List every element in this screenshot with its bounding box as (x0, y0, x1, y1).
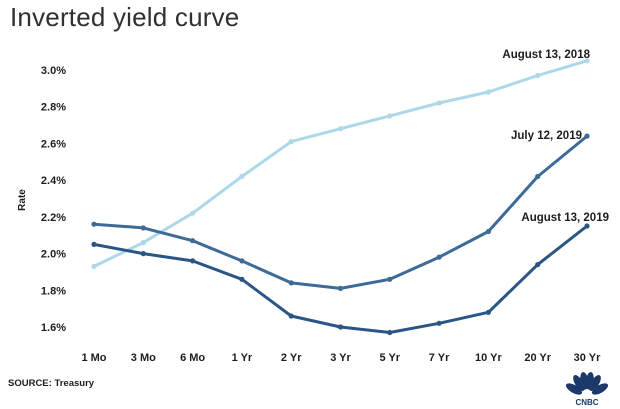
data-point (387, 113, 393, 119)
x-tick-label: 2 Yr (281, 352, 302, 364)
x-tick-label: 1 Mo (81, 352, 106, 364)
series-line (92, 224, 589, 334)
y-tick-label: 2.8% (41, 102, 66, 114)
data-point (190, 258, 196, 264)
x-tick-label: 30 Yr (574, 352, 601, 364)
series-label: August 13, 2018 (502, 49, 590, 61)
data-point (140, 251, 146, 257)
data-point (190, 210, 196, 216)
series-line (92, 134, 589, 290)
data-point (485, 228, 491, 235)
svg-text:CNBC: CNBC (575, 398, 598, 406)
y-tick-label: 2.2% (41, 212, 66, 224)
cnbc-peacock-logo: CNBC (565, 372, 609, 406)
series-lines (92, 59, 589, 334)
y-tick-label: 3.0% (41, 65, 66, 77)
x-tick-label: 3 Yr (330, 352, 351, 364)
y-tick-label: 1.8% (41, 285, 66, 297)
y-tick-label: 2.4% (41, 175, 66, 187)
data-point (91, 221, 97, 227)
data-point (436, 100, 442, 106)
series-label: August 13, 2019 (521, 212, 609, 224)
y-tick-label: 2.6% (41, 138, 66, 150)
series-label: July 12, 2019 (511, 130, 582, 142)
data-point (584, 223, 590, 229)
series-labels: August 13, 2018 July 12, 2019 August 13, 2… (502, 49, 609, 224)
data-point (288, 139, 294, 145)
data-point (239, 173, 245, 180)
x-tick-label: 10 Yr (475, 352, 502, 364)
data-point (91, 241, 97, 247)
y-tick-labels: 1.6% 1.8% 2.0% 2.2% 2.4% 2.6% 2.8% 3.0% (41, 65, 66, 334)
data-point (485, 309, 491, 315)
data-point (239, 276, 245, 282)
data-point (337, 324, 344, 330)
data-point (436, 320, 442, 326)
data-point (337, 126, 344, 132)
x-tick-label: 3 Mo (131, 352, 156, 364)
data-point (485, 89, 491, 95)
data-point (535, 173, 541, 180)
data-point (387, 329, 393, 336)
x-tick-label: 1 Yr (232, 352, 253, 364)
y-tick-label: 2.0% (41, 249, 66, 261)
data-point (288, 280, 294, 286)
data-point (535, 262, 541, 268)
source-note: SOURCE: Treasury (8, 378, 95, 389)
data-point (239, 258, 245, 264)
data-point (584, 133, 590, 139)
data-point (535, 72, 541, 79)
x-tick-label: 20 Yr (524, 352, 551, 364)
x-tick-labels: 1 Mo 3 Mo 6 Mo 1 Yr 2 Yr 3 Yr 5 Yr 7 Yr 10 Yr 20 … (81, 352, 601, 364)
data-point (140, 240, 146, 246)
x-tick-label: 6 Mo (180, 352, 205, 364)
data-point (584, 58, 590, 64)
y-tick-label: 1.6% (41, 322, 66, 334)
x-tick-label: 5 Yr (380, 352, 401, 364)
data-point (436, 254, 442, 260)
series-points (91, 58, 590, 336)
data-point (387, 276, 393, 282)
x-tick-label: 7 Yr (429, 352, 450, 364)
data-point (288, 313, 294, 319)
data-point (337, 285, 344, 291)
data-point (140, 225, 146, 231)
data-point (190, 238, 196, 244)
data-point (91, 263, 97, 269)
chart-title: Inverted yield curve (10, 2, 240, 32)
y-axis-label: Rate (17, 189, 28, 211)
